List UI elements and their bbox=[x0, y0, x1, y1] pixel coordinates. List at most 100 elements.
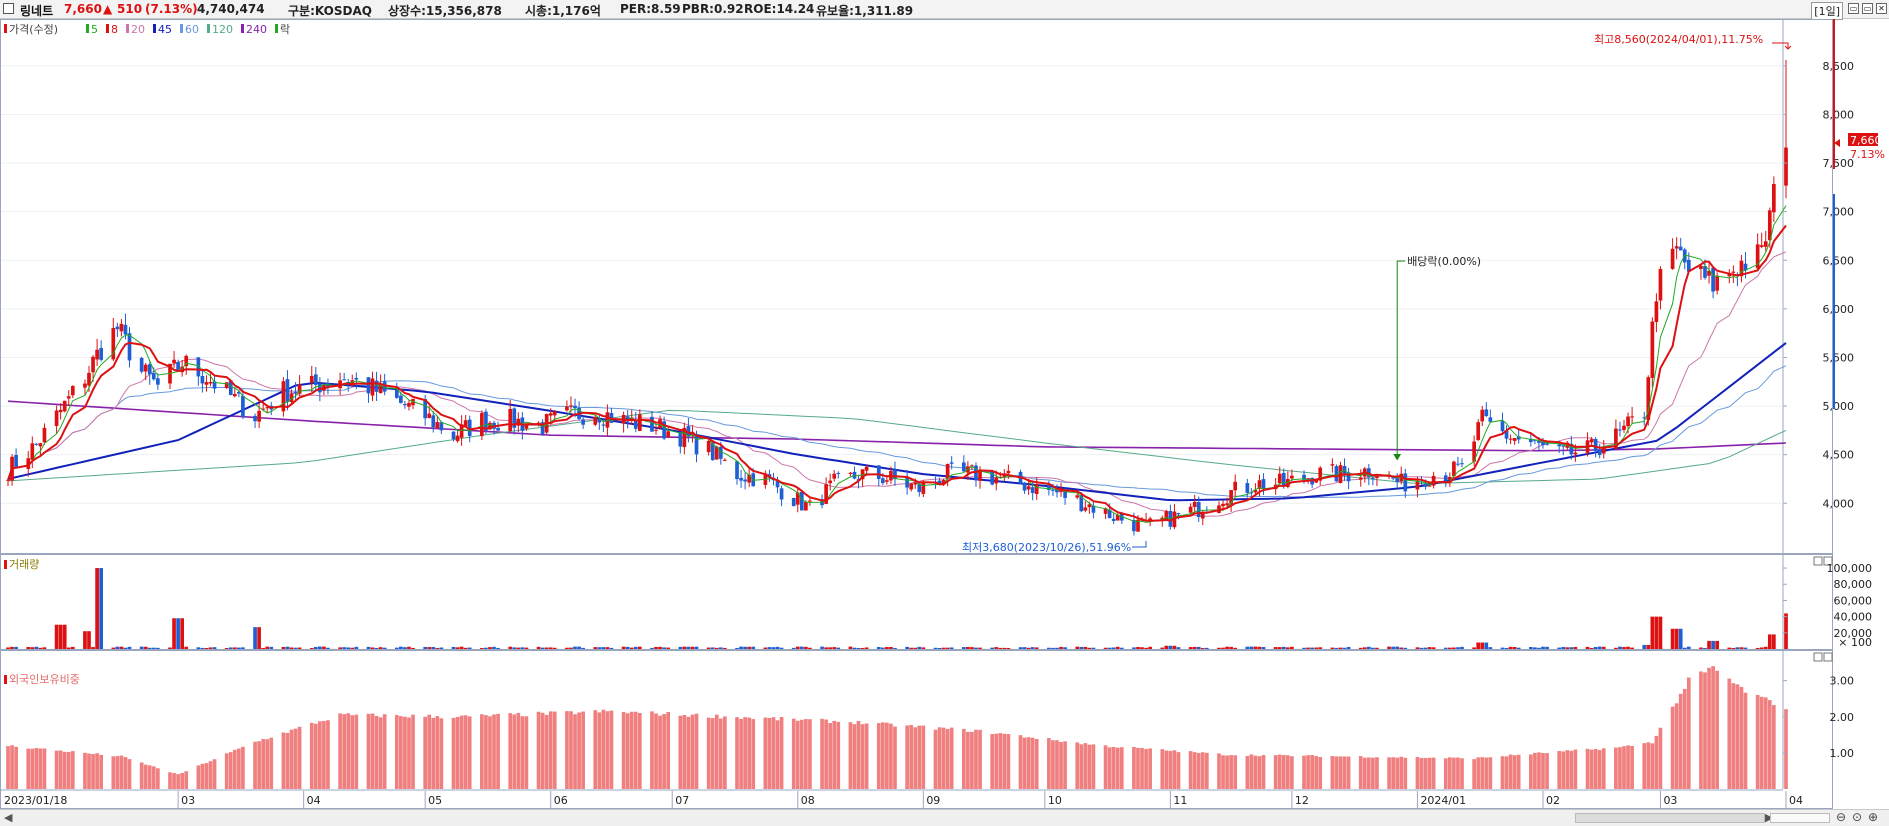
foreign-ratio-bar bbox=[350, 715, 355, 789]
volume-bar bbox=[1196, 646, 1201, 649]
candle-body bbox=[338, 380, 342, 389]
foreign-ratio-bar bbox=[621, 712, 626, 789]
foreign-ratio-bar bbox=[1132, 746, 1136, 789]
volume-bar bbox=[237, 647, 241, 649]
volume-bar bbox=[799, 646, 804, 649]
foreign-ratio-bar bbox=[880, 722, 885, 789]
foreign-ratio-bar bbox=[1646, 742, 1651, 789]
volume-panel-buttons[interactable] bbox=[1813, 556, 1833, 566]
candle-body bbox=[261, 408, 265, 410]
volume-bar bbox=[1026, 647, 1031, 649]
zoom-reset-icon[interactable]: ⊙ bbox=[1852, 810, 1863, 824]
foreign-ratio-bar bbox=[467, 716, 472, 789]
dividend-label: 배당락(0.00%) bbox=[1407, 255, 1481, 268]
candle-body bbox=[1589, 439, 1594, 443]
candle-body bbox=[1707, 270, 1711, 276]
candle-body bbox=[156, 378, 160, 385]
ma-120-path bbox=[7, 409, 1787, 485]
ma-legend-marker bbox=[153, 24, 156, 33]
candle-body bbox=[1784, 147, 1788, 186]
candle-body bbox=[451, 431, 456, 440]
scroll-right-icon[interactable]: ▶ bbox=[1765, 811, 1773, 824]
foreign-ratio-bar bbox=[552, 711, 557, 789]
candle-body bbox=[714, 446, 719, 460]
high-annotation: 최고8,560(2024/04/01),11.75% bbox=[1594, 33, 1792, 50]
volume-bar bbox=[1273, 647, 1278, 649]
foreign-ratio-bar bbox=[1091, 744, 1096, 789]
volume-bar bbox=[431, 646, 436, 649]
foreign-ratio-bar bbox=[609, 710, 614, 789]
candle-body bbox=[508, 408, 513, 432]
volume-bar bbox=[662, 647, 666, 649]
candle-body bbox=[407, 402, 411, 407]
foreign-ratio-bar bbox=[990, 734, 995, 789]
menu-icon[interactable] bbox=[3, 3, 14, 14]
foreign-ratio-bar bbox=[1650, 743, 1655, 789]
candle-body bbox=[779, 488, 784, 500]
volume-bar bbox=[658, 646, 662, 649]
volume-bar bbox=[1277, 647, 1282, 649]
restore-icon[interactable]: ▭ bbox=[1862, 3, 1873, 14]
stock-chart[interactable]: 가격(수정) 5 8 20 45 60 120 240 락 거래량 외국인보유비중 4,000… bbox=[0, 19, 1889, 809]
volume-bar bbox=[994, 647, 999, 649]
minimize-icon[interactable]: ▭ bbox=[1848, 3, 1859, 14]
volume-bar bbox=[399, 646, 403, 649]
listed-shares: 상장수:15,356,878 bbox=[388, 4, 502, 18]
period-selector[interactable]: [1일] bbox=[1811, 2, 1843, 20]
foreign-ratio-bar bbox=[30, 748, 35, 789]
foreign-ratio-bar bbox=[1229, 755, 1233, 789]
volume-bar bbox=[1395, 646, 1400, 649]
volume-bar bbox=[836, 647, 841, 649]
scroll-left-icon[interactable]: ◀ bbox=[4, 811, 13, 824]
candle-body bbox=[694, 434, 699, 455]
zoom-out-icon[interactable]: ⊖ bbox=[1836, 810, 1847, 824]
volume-bar bbox=[212, 647, 217, 649]
volume-bar bbox=[127, 646, 132, 649]
volume-bar bbox=[852, 647, 857, 649]
volume-bar bbox=[1755, 647, 1760, 649]
candle-body bbox=[1164, 510, 1169, 520]
close-icon[interactable]: ✕ bbox=[1876, 3, 1887, 14]
candle-body bbox=[921, 482, 926, 494]
foreign-ratio-bar bbox=[1395, 757, 1400, 789]
candle-body bbox=[524, 424, 529, 429]
ma-legend-label: 120 bbox=[212, 23, 233, 36]
last-price-arrow-icon bbox=[1834, 139, 1840, 147]
foreign-ratio-bar bbox=[1225, 755, 1229, 789]
candle-body bbox=[1488, 417, 1493, 422]
price-axis-label: 7,000 bbox=[1823, 206, 1855, 219]
volume-bar bbox=[374, 647, 379, 649]
foreign-ratio-bar bbox=[1026, 737, 1031, 789]
x-axis-label: 08 bbox=[801, 794, 815, 807]
candle-body bbox=[1618, 429, 1622, 431]
scroll-thumb[interactable] bbox=[1575, 813, 1765, 823]
zoom-in-icon[interactable]: ⊕ bbox=[1868, 810, 1879, 824]
panel-max-icon[interactable] bbox=[1813, 652, 1823, 662]
candle-body bbox=[1699, 265, 1703, 270]
candle-body bbox=[682, 427, 687, 448]
candle-body bbox=[1051, 489, 1055, 491]
volume-bar bbox=[828, 647, 833, 649]
volume-bar bbox=[1626, 646, 1630, 649]
candle-body bbox=[552, 411, 557, 416]
x-axis-label: 03 bbox=[1663, 794, 1677, 807]
panel-close-icon[interactable] bbox=[1823, 652, 1833, 662]
candle-body bbox=[1136, 519, 1140, 532]
candle-body bbox=[1601, 447, 1606, 454]
volume-bar bbox=[1642, 644, 1647, 649]
foreign-ratio-bar bbox=[1472, 759, 1476, 789]
foreign-panel-buttons[interactable] bbox=[1813, 652, 1833, 662]
zoom-slider[interactable] bbox=[1770, 813, 1830, 823]
volume-bar bbox=[1306, 647, 1310, 649]
candle-body bbox=[1500, 421, 1505, 432]
candle-body bbox=[799, 491, 804, 511]
volume-bar bbox=[1585, 646, 1590, 649]
panel-close-icon[interactable] bbox=[1823, 556, 1833, 566]
volume-bar bbox=[382, 647, 387, 649]
candle-body bbox=[127, 333, 132, 361]
volume-bar bbox=[1427, 647, 1432, 649]
horizontal-scrollbar[interactable]: ◀ ▶ ⊖ ⊙ ⊕ bbox=[0, 809, 1889, 826]
panel-max-icon[interactable] bbox=[1813, 556, 1823, 566]
foreign-ratio-bar bbox=[14, 746, 18, 789]
candle-body bbox=[1055, 488, 1059, 493]
